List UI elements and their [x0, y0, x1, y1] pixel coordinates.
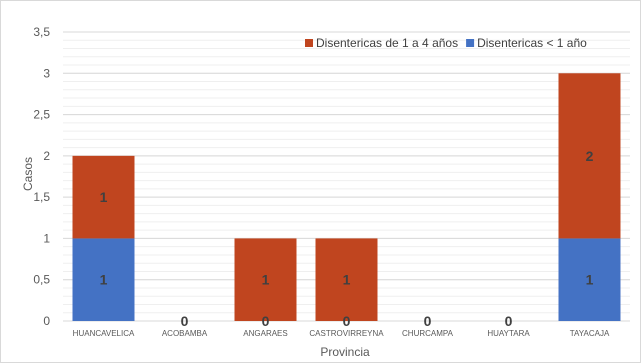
x-tick-label: CASTROVIRREYNA [309, 329, 384, 338]
data-label-zero: 0 [505, 313, 513, 329]
y-tick-label: 3,5 [33, 25, 50, 39]
y-axis-label: Casos [21, 157, 35, 191]
bar-segment [558, 73, 621, 239]
x-tick-label: ACOBAMBA [162, 329, 208, 338]
y-tick-label: 1 [43, 231, 50, 245]
legend: Disentericas de 1 a 4 años Disentericas <… [305, 36, 587, 50]
x-tick-label: HUAYTARA [487, 329, 530, 338]
bars [72, 73, 621, 321]
y-tick-label: 3 [43, 66, 50, 80]
x-tick-label: HUANCAVELICA [73, 329, 135, 338]
x-tick-labels: HUANCAVELICA ACOBAMBA ANGARAES CASTROVIRREY… [73, 329, 610, 338]
data-label-zero: 0 [424, 313, 432, 329]
x-tick-label: TAYACAJA [570, 329, 610, 338]
data-label: 1 [262, 272, 270, 288]
x-tick-label: CHURCAMPA [402, 329, 454, 338]
data-label: 1 [586, 272, 594, 288]
bar-segment [72, 155, 135, 239]
data-label: 1 [100, 272, 108, 288]
data-label-zero: 0 [343, 313, 351, 329]
legend-label: Disentericas < 1 año [477, 36, 587, 50]
legend-swatch [466, 39, 475, 47]
data-label-zero: 0 [262, 313, 270, 329]
data-label: 1 [343, 272, 351, 288]
y-tick-label: 0,5 [33, 273, 50, 287]
data-label: 2 [586, 148, 594, 164]
y-tick-label: 2 [43, 149, 50, 163]
data-label: 1 [100, 189, 108, 205]
bar-segment [234, 238, 297, 321]
legend-label: Disentericas de 1 a 4 años [316, 36, 458, 50]
y-tick-label: 2,5 [33, 108, 50, 122]
data-label-zero: 0 [181, 313, 189, 329]
y-tick-label: 0 [43, 314, 50, 328]
x-tick-label: ANGARAES [243, 329, 287, 338]
legend-swatch [305, 39, 313, 47]
bar-segment [72, 238, 135, 321]
bar-segment [315, 238, 378, 321]
bar-segment [558, 238, 621, 321]
x-axis-label: Provincia [320, 345, 370, 359]
y-tick-labels: 0 0,5 1 1,5 2 2,5 3 3,5 [33, 25, 50, 328]
data-labels: 1 1 0 1 0 1 0 0 0 1 2 [100, 148, 594, 329]
y-tick-label: 1,5 [33, 190, 50, 204]
